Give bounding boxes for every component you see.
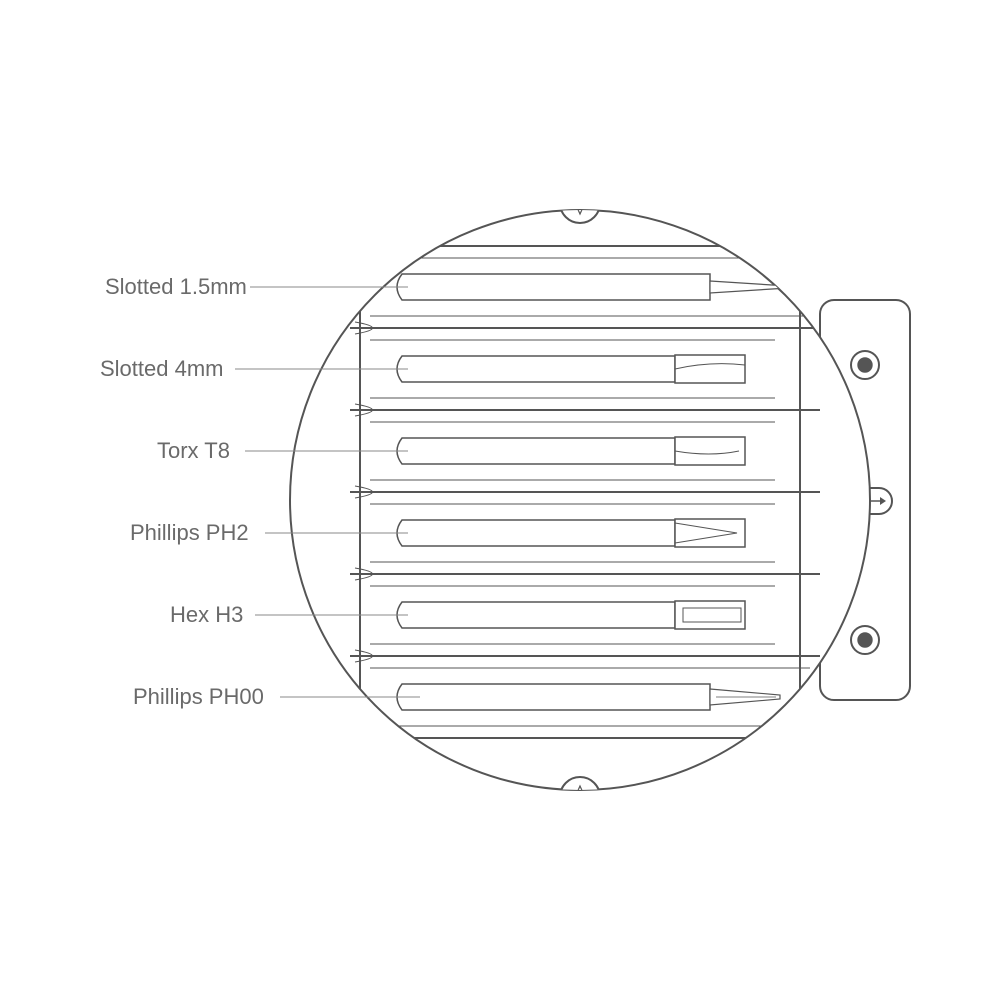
bit-label: Torx T8 [157, 438, 230, 463]
bit-label: Slotted 4mm [100, 356, 224, 381]
bit-shaft [397, 274, 710, 300]
bit-shaft [397, 520, 675, 546]
bit-label: Phillips PH00 [133, 684, 264, 709]
top-screw [560, 183, 600, 223]
bit-shaft [397, 602, 675, 628]
bit-shaft [397, 356, 675, 382]
bit-shaft [397, 438, 675, 464]
bit-label: Hex H3 [170, 602, 243, 627]
bottom-screw [560, 777, 600, 817]
bit-shaft [397, 684, 710, 710]
bit-label: Phillips PH2 [130, 520, 249, 545]
screwdriver-bit-diagram: Slotted 1.5mm Slotted 4mm Torx T8 Phillips … [0, 0, 1000, 1000]
bit-label: Slotted 1.5mm [105, 274, 247, 299]
